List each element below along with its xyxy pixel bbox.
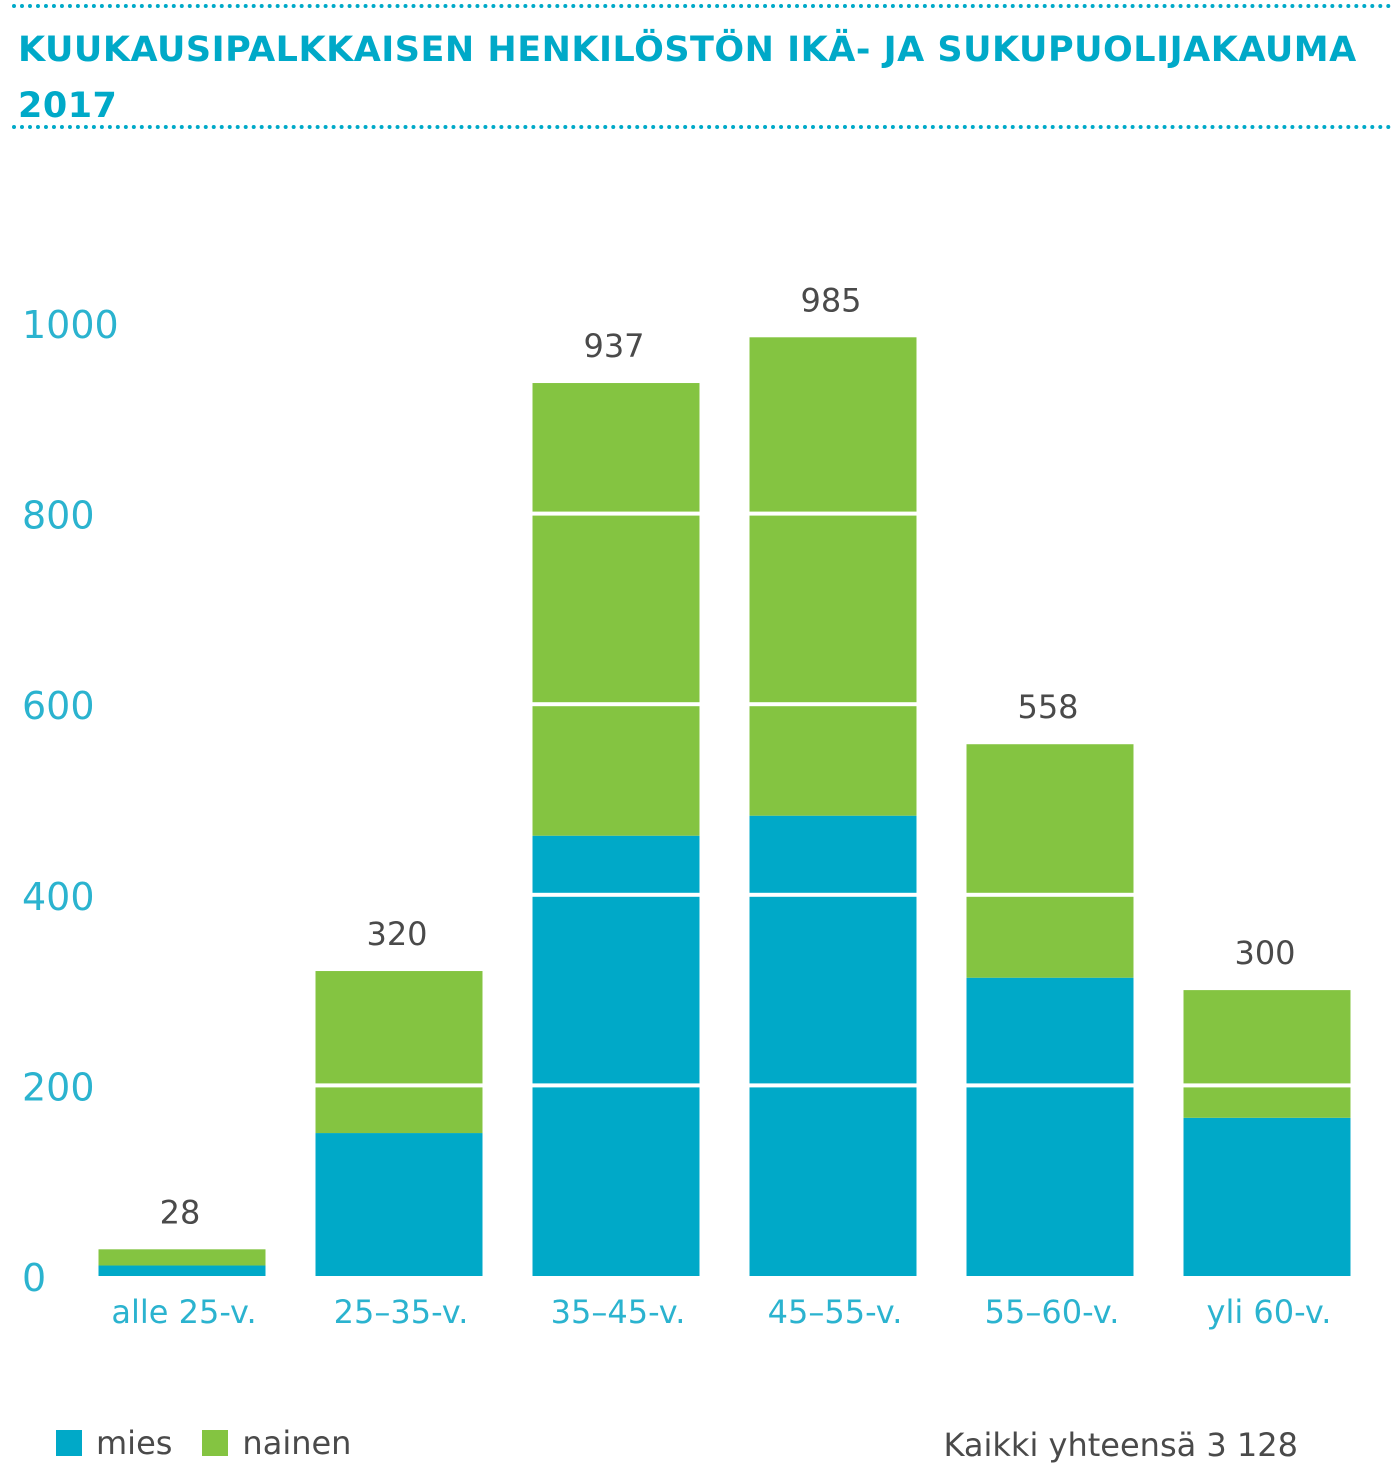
legend-item-mies: mies [56,1424,172,1462]
bar-gridline [532,511,700,516]
bar-gridline [749,511,917,516]
x-axis-labels: alle 25-v. 25–35-v. 35–45-v. 45–55-v. 55–60-… [111,1293,1331,1331]
legend: mies nainen [56,1424,381,1462]
bar-mies-segment [1183,1117,1351,1276]
bar-gridlines [315,511,1351,1088]
bar-mies-segment [966,977,1134,1276]
bar-mies-segment [98,1265,266,1276]
top-dotted-rule [12,4,1392,8]
bar-gridline [966,892,1134,897]
x-category-label: 35–45-v. [551,1293,686,1331]
bar-gridline [749,892,917,897]
bar-total-label: 985 [800,281,861,319]
legend-swatch-nainen [202,1430,229,1456]
bar-mies-segment [532,835,700,1276]
bar-nainen-segment [315,971,483,1134]
bar-nainen-segment [1183,990,1351,1118]
bar-mies-segment [749,815,917,1276]
bar-gridline [1183,1083,1351,1088]
bar-mies-segment [315,1133,483,1276]
bar-gridline [532,892,700,897]
bar-nainen-segment [98,1249,266,1266]
x-category-label: 55–60-v. [985,1293,1120,1331]
bottom-dotted-rule [12,125,1392,129]
stacked-bar-chart: 0 200 400 600 800 1000 28 320 937 985 558 300 alle… [22,281,1351,1331]
bar-nainen-segment [532,383,700,836]
y-tick-label: 200 [22,1065,95,1109]
y-tick-label: 600 [22,684,95,728]
y-tick-label: 800 [22,494,95,538]
chart-title: KUUKAUSIPALKKAISEN HENKILÖSTÖN IKÄ- JA S… [18,30,1357,126]
bar-nainen-segment [966,744,1134,978]
bar-nainen-segment [749,337,917,816]
bars-group [98,337,1351,1276]
legend-label-mies: mies [96,1424,173,1462]
y-tick-label: 1000 [22,303,119,347]
x-category-label: alle 25-v. [111,1293,256,1331]
total-count: Kaikki yhteensä 3 128 [943,1426,1298,1464]
bar-total-label: 28 [160,1193,201,1231]
y-tick-label: 0 [22,1256,46,1300]
bar-total-label: 320 [366,915,427,953]
y-tick-label: 400 [22,875,95,919]
bar-total-label: 937 [583,327,644,365]
bar-gridline [749,702,917,707]
legend-swatch-mies [56,1430,82,1456]
legend-item-nainen: nainen [202,1424,351,1462]
bar-total-label: 300 [1234,934,1295,972]
legend-label-nainen: nainen [242,1424,352,1462]
bar-total-label: 558 [1017,688,1078,726]
bar-gridline [532,702,700,707]
x-category-label: 25–35-v. [334,1293,469,1331]
bar-gridline [315,1083,483,1088]
x-category-label: yli 60-v. [1207,1293,1332,1331]
bar-gridline [532,1083,700,1088]
bar-gridline [749,1083,917,1088]
bar-total-labels: 28 320 937 985 558 300 [160,281,1296,1231]
y-axis-ticks: 0 200 400 600 800 1000 [22,303,119,1300]
x-category-label: 45–55-v. [768,1293,903,1331]
bar-gridline [966,1083,1134,1088]
